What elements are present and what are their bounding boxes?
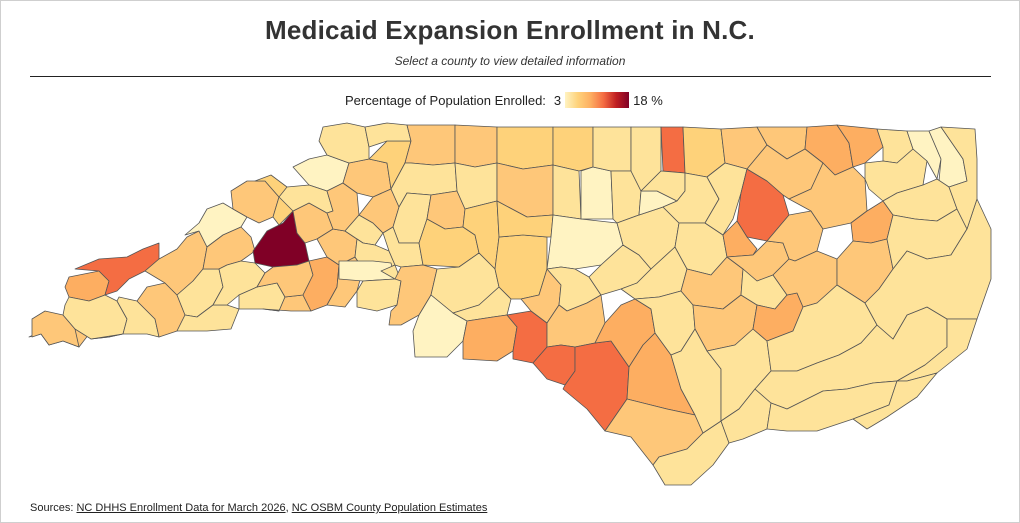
county-shape[interactable]	[592, 126, 632, 172]
county-shape[interactable]	[388, 264, 438, 326]
sources-note: Sources: NC DHHS Enrollment Data for Mar…	[30, 502, 487, 514]
county-shape[interactable]	[660, 126, 686, 174]
page-subtitle: Select a county to view detailed informa…	[394, 54, 626, 68]
county-shape[interactable]	[496, 126, 554, 170]
county-shape[interactable]	[552, 126, 594, 172]
sources-prefix: Sources:	[30, 502, 74, 514]
county-shape[interactable]	[552, 164, 582, 220]
county-shape[interactable]	[318, 122, 370, 164]
nc-county-map	[28, 122, 992, 486]
county-shape[interactable]	[766, 380, 898, 432]
sources-link-dhhs[interactable]: NC DHHS Enrollment Data for March 2026	[76, 502, 286, 514]
legend-min-label: 3	[553, 92, 562, 108]
county-shapes	[28, 122, 992, 486]
county-shape[interactable]	[852, 372, 938, 430]
legend-max-label: 18 %	[633, 92, 663, 108]
county-shape[interactable]	[462, 314, 518, 362]
divider	[30, 76, 991, 77]
legend-color-ramp	[565, 92, 630, 108]
county-shape[interactable]	[404, 124, 456, 166]
legend-label: Percentage of Population Enrolled:	[345, 92, 546, 108]
county-shape[interactable]	[496, 200, 554, 238]
county-shape[interactable]	[494, 234, 548, 300]
sources-link-osbm[interactable]: NC OSBM County Population Estimates	[291, 502, 488, 514]
county-shape[interactable]	[454, 124, 498, 168]
sources-separator: ,	[285, 502, 289, 514]
county-shape[interactable]	[580, 166, 614, 220]
page-title: Medicaid Expansion Enrollment in N.C.	[265, 15, 755, 45]
county-shape[interactable]	[940, 126, 978, 230]
county-shape[interactable]	[546, 214, 624, 270]
color-legend: Percentage of Population Enrolled: 3 18 …	[345, 92, 663, 108]
